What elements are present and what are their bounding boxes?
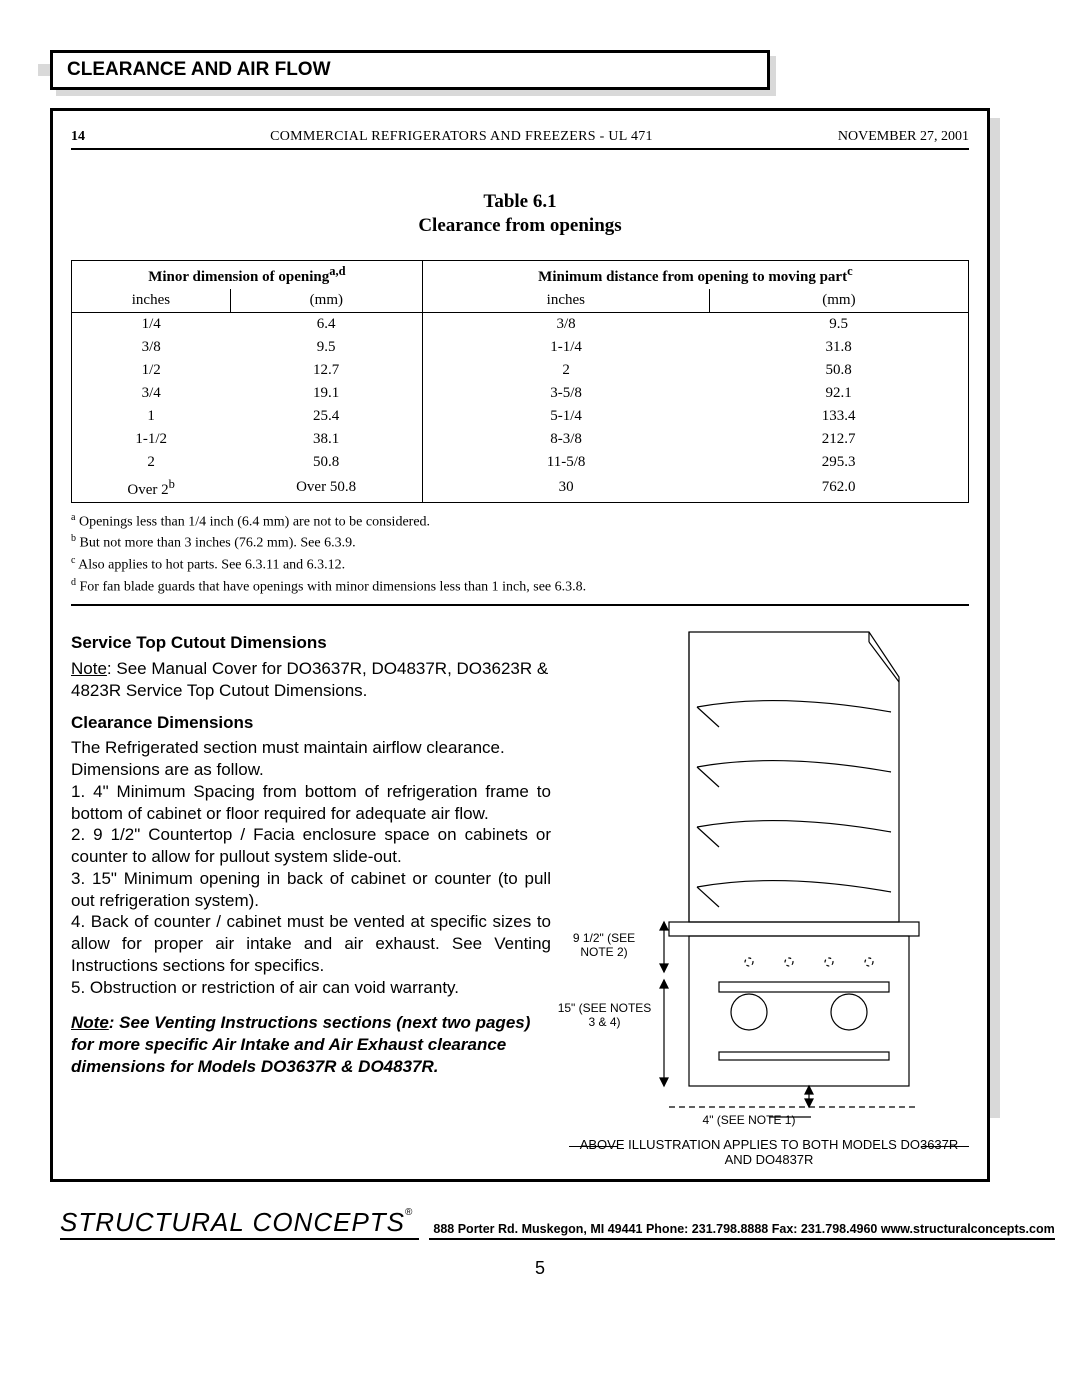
table-row: 1-1/238.18-3/8212.7 [72, 428, 969, 451]
table-row: 125.45-1/4133.4 [72, 405, 969, 428]
table-footnotes: a Openings less than 1/4 inch (6.4 mm) a… [71, 511, 969, 607]
brand-name: STRUCTURAL CONCEPTS® [60, 1207, 419, 1240]
diagram-label-1: 9 1/2" (SEE NOTE 2) [559, 932, 649, 960]
page-number: 5 [50, 1258, 1030, 1279]
table-row: 3/419.13-5/892.1 [72, 382, 969, 405]
diagram-column: 9 1/2" (SEE NOTE 2) 15" (SEE NOTES 3 & 4… [569, 622, 969, 1167]
table-row: 3/89.51-1/431.8 [72, 336, 969, 359]
table-row: 250.811-5/8295.3 [72, 451, 969, 474]
header-doc-title: COMMERCIAL REFRIGERATORS AND FREEZERS - … [270, 129, 653, 145]
footer-contact: 888 Porter Rd. Muskegon, MI 49441 Phone:… [429, 1222, 1054, 1240]
note-service-top: Note: See Manual Cover for DO3637R, DO48… [71, 658, 551, 702]
header-page: 14 [71, 129, 85, 145]
page-footer: STRUCTURAL CONCEPTS® 888 Porter Rd. Musk… [50, 1204, 1030, 1240]
doc-header-row: 14 COMMERCIAL REFRIGERATORS AND FREEZERS… [71, 129, 969, 150]
body-text-column: Service Top Cutout Dimensions Note: See … [71, 622, 551, 1167]
section-title-bar: CLEARANCE AND AIR FLOW [50, 50, 1030, 90]
diagram-label-3: 4" (SEE NOTE 1) [679, 1114, 819, 1128]
emphasis-note: Note: See Venting Instructions sections … [71, 1012, 551, 1077]
diagram-label-2: 15" (SEE NOTES 3 & 4) [557, 1002, 652, 1030]
table-row: Over 2bOver 50.830762.0 [72, 474, 969, 503]
main-content-box: 14 COMMERCIAL REFRIGERATORS AND FREEZERS… [50, 108, 990, 1182]
subheading-clearance-dims: Clearance Dimensions [71, 712, 551, 734]
clearance-table: Minor dimension of openinga,d Minimum di… [71, 260, 969, 503]
diagram-caption: ABOVE ILLUSTRATION APPLIES TO BOTH MODEL… [569, 1137, 969, 1167]
table-row: 1/212.7250.8 [72, 359, 969, 382]
header-date: NOVEMBER 27, 2001 [838, 129, 969, 145]
unit-diagram [569, 622, 939, 1122]
section-title: CLEARANCE AND AIR FLOW [67, 59, 331, 81]
table-row: 1/46.43/89.5 [72, 312, 969, 336]
table-caption: Table 6.1 Clearance from openings [71, 190, 969, 238]
table-group-header-1: Minor dimension of openinga,d [72, 260, 423, 289]
subheading-service-top: Service Top Cutout Dimensions [71, 632, 551, 654]
table-group-header-2: Minimum distance from opening to moving … [422, 260, 968, 289]
